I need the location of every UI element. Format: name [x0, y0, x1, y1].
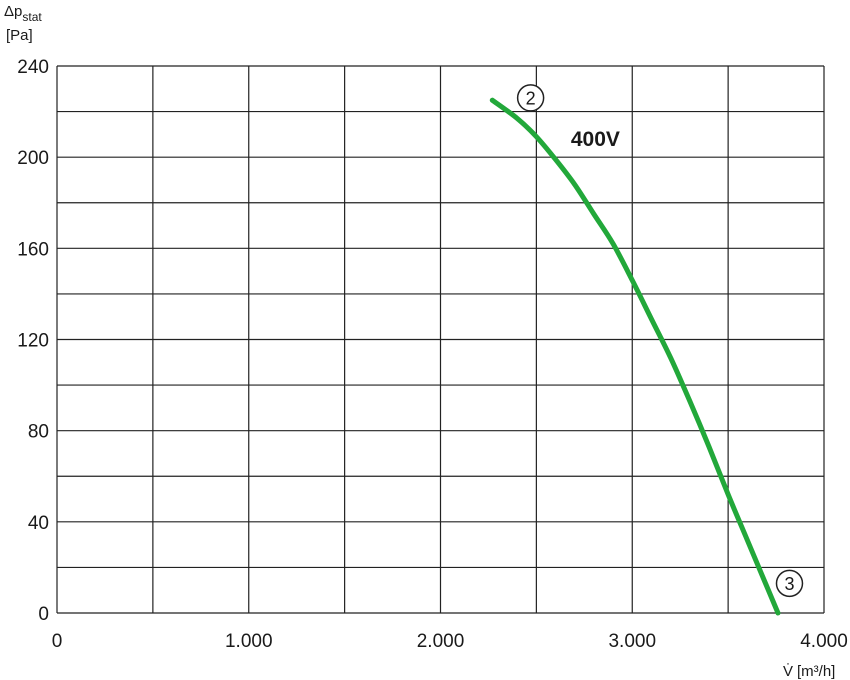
y-tick-label: 240 [17, 57, 49, 78]
y-axis-ticks: 0 40 80 120 160 200 240 [17, 57, 49, 625]
x-tick-label: 3.000 [608, 631, 656, 652]
series-line-400v [489, 97, 781, 616]
curve-marker-3: 3 [775, 569, 804, 598]
series-group [489, 97, 781, 616]
curve-marker-2: 2 [516, 84, 545, 112]
marker-label: 2 [526, 88, 536, 108]
marker-circle [775, 569, 804, 598]
y-tick-label: 160 [17, 239, 49, 260]
marker-circle [516, 84, 545, 112]
x-axis-title: V̇ [m³/h] [783, 663, 835, 680]
x-axis-ticks: 0 1.000 2.000 3.000 4.000 [52, 631, 848, 652]
y-tick-label: 120 [17, 331, 49, 352]
x-tick-label: 2.000 [417, 631, 465, 652]
grid [56, 65, 825, 614]
x-tick-label: 0 [52, 631, 63, 652]
y-tick-label: 80 [28, 422, 49, 443]
y-axis-title: Δpstat [4, 3, 42, 24]
y-axis-unit: [Pa] [6, 27, 33, 44]
x-tick-label: 4.000 [800, 631, 848, 652]
y-tick-label: 40 [28, 513, 49, 534]
marker-label: 3 [784, 574, 794, 594]
curve-markers: 23 [516, 84, 804, 598]
y-tick-label: 0 [38, 604, 49, 625]
y-tick-label: 200 [17, 148, 49, 169]
series-label-400v: 400V [571, 128, 620, 151]
x-tick-label: 1.000 [225, 631, 273, 652]
